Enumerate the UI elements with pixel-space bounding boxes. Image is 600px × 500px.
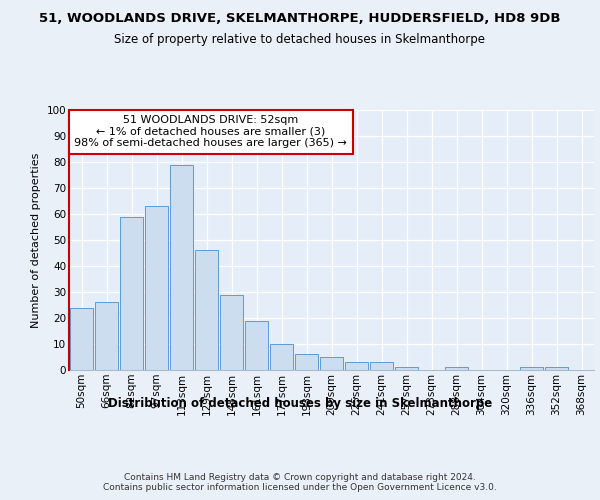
Text: Size of property relative to detached houses in Skelmanthorpe: Size of property relative to detached ho… bbox=[115, 32, 485, 46]
Bar bbox=[295, 354, 318, 370]
Bar bbox=[120, 216, 143, 370]
Bar bbox=[70, 308, 93, 370]
Text: 51 WOODLANDS DRIVE: 52sqm
← 1% of detached houses are smaller (3)
98% of semi-de: 51 WOODLANDS DRIVE: 52sqm ← 1% of detach… bbox=[74, 115, 347, 148]
Bar bbox=[545, 368, 568, 370]
Bar bbox=[520, 368, 543, 370]
Bar bbox=[95, 302, 118, 370]
Bar bbox=[370, 362, 393, 370]
Bar bbox=[145, 206, 168, 370]
Bar bbox=[395, 368, 418, 370]
Text: Distribution of detached houses by size in Skelmanthorpe: Distribution of detached houses by size … bbox=[108, 398, 492, 410]
Bar bbox=[245, 320, 268, 370]
Bar bbox=[445, 368, 468, 370]
Y-axis label: Number of detached properties: Number of detached properties bbox=[31, 152, 41, 328]
Bar bbox=[345, 362, 368, 370]
Bar bbox=[320, 357, 343, 370]
Bar bbox=[270, 344, 293, 370]
Bar bbox=[220, 294, 243, 370]
Bar bbox=[170, 164, 193, 370]
Bar bbox=[195, 250, 218, 370]
Text: 51, WOODLANDS DRIVE, SKELMANTHORPE, HUDDERSFIELD, HD8 9DB: 51, WOODLANDS DRIVE, SKELMANTHORPE, HUDD… bbox=[39, 12, 561, 26]
Text: Contains HM Land Registry data © Crown copyright and database right 2024.
Contai: Contains HM Land Registry data © Crown c… bbox=[103, 473, 497, 492]
